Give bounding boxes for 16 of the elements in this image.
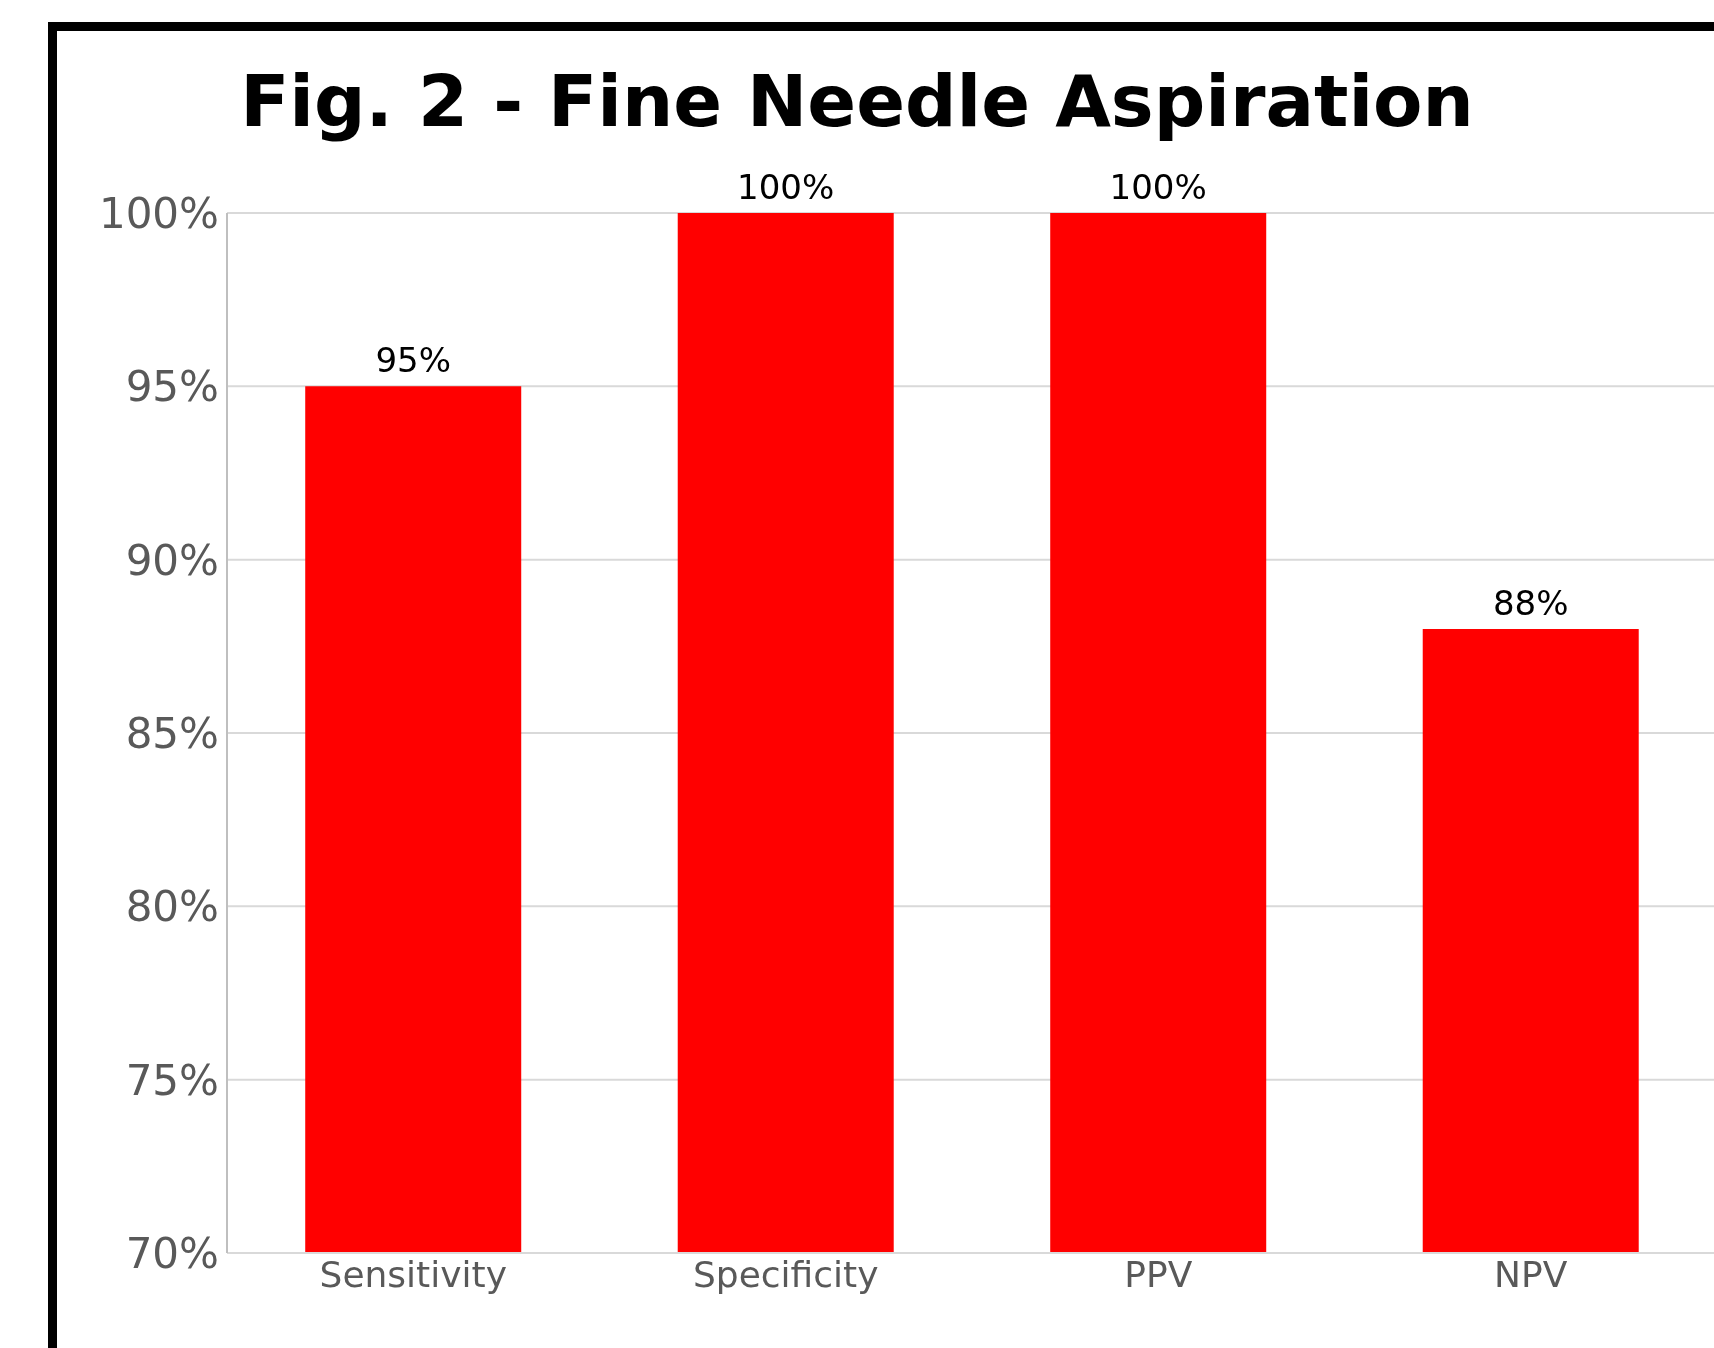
- x-tick-label: NPV: [1494, 1253, 1568, 1295]
- x-tick-label: Sensitivity: [319, 1253, 507, 1295]
- y-tick-label: 95%: [125, 362, 219, 412]
- chart-title: Fig. 2 - Fine Needle Aspiration: [239, 59, 1475, 143]
- y-tick-label: 90%: [125, 535, 219, 585]
- y-tick-label: 70%: [125, 1228, 219, 1278]
- y-tick-label: 75%: [125, 1055, 219, 1105]
- data-label: 100%: [737, 167, 835, 207]
- data-label: 95%: [375, 340, 452, 381]
- x-tick-label: Specificity: [692, 1253, 879, 1295]
- data-label: 88%: [1492, 583, 1569, 623]
- y-tick-label: 100%: [98, 188, 219, 238]
- data-label: 100%: [1109, 167, 1207, 207]
- x-tick-label: PPV: [1124, 1253, 1193, 1295]
- y-tick-label: 85%: [125, 708, 219, 758]
- y-tick-label: 80%: [125, 882, 219, 932]
